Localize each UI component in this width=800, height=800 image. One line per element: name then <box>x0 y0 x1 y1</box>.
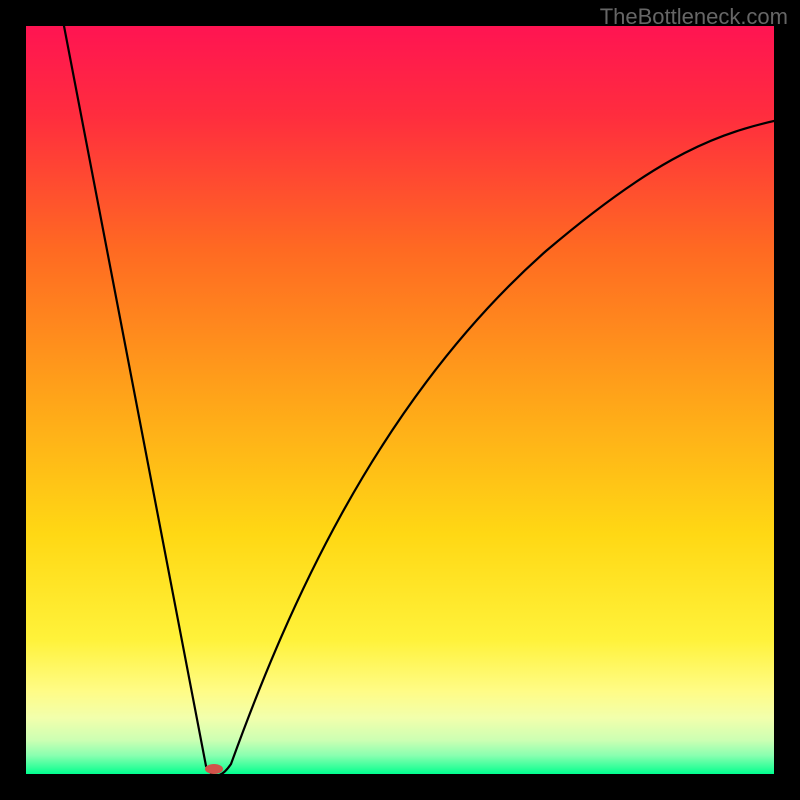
watermark-text: TheBottleneck.com <box>600 4 788 30</box>
minimum-marker <box>205 764 223 774</box>
curve-layer <box>26 26 774 774</box>
chart-container: TheBottleneck.com <box>0 0 800 800</box>
plot-area <box>26 26 774 774</box>
bottleneck-curve <box>64 26 774 774</box>
